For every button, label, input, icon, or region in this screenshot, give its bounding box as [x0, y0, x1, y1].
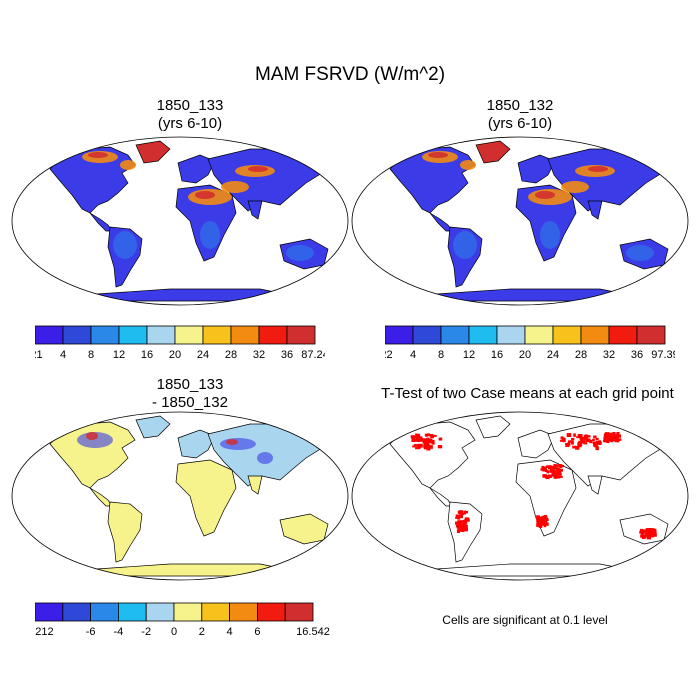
- colorbar-swatch: [201, 602, 231, 622]
- colorbar-tick-label: -4: [114, 626, 124, 638]
- colorbar-tick-label: 12: [113, 349, 125, 361]
- colorbar-tick-label: 16: [141, 349, 153, 361]
- colorbar-swatch: [468, 325, 498, 345]
- colorbar-tick-label: 4: [60, 349, 66, 361]
- colorbar-tick-label: 36: [281, 349, 293, 361]
- colorbar-tick-label: 12: [463, 349, 475, 361]
- colorbar-swatch: [62, 325, 92, 345]
- map-panel-1850-133: [11, 136, 349, 306]
- panel-4-title-line1: T-Test of two Case means at each grid po…: [381, 385, 674, 402]
- colorbar-swatch: [412, 325, 442, 345]
- colorbar-swatch: [118, 325, 148, 345]
- colorbar-swatch: [286, 325, 316, 345]
- panel-1-title: 1850_133 (yrs 6-10): [25, 97, 355, 133]
- colorbar-swatch: [258, 325, 288, 345]
- colorbar-swatch: [229, 602, 258, 622]
- panel-2-title-line2: (yrs 6-10): [487, 115, 553, 132]
- colorbar-tick-label: .22: [385, 349, 393, 361]
- panel-2-title: 1850_132 (yrs 6-10): [355, 97, 685, 133]
- colorbar-swatch: [90, 602, 119, 622]
- colorbar-tick-label: 24: [197, 349, 209, 361]
- colorbar-swatch: [256, 602, 286, 622]
- colorbar-tick-label: 24: [547, 349, 559, 361]
- colorbar-tick-label: 16: [491, 349, 503, 361]
- colorbar-tick-label: 8: [88, 349, 94, 361]
- colorbar-swatch: [284, 602, 314, 622]
- colorbar-tick-label: 16.542: [296, 626, 330, 638]
- colorbar-tick-label: 32: [603, 349, 615, 361]
- colorbar-tick-label: -6: [86, 626, 96, 638]
- panel-2-title-line1: 1850_132: [486, 97, 554, 114]
- colorbar-swatch: [35, 602, 64, 622]
- colorbar-swatch: [35, 325, 64, 345]
- colorbar-tick-label: 0: [171, 626, 177, 638]
- map-panel-ttest: [351, 411, 689, 581]
- map-panel-1850-132: [351, 136, 689, 306]
- figure-title: MAM FSRVD (W/m^2): [254, 64, 446, 85]
- colorbar-tick-label: .21: [35, 349, 43, 361]
- significance-footnote: Cells are significant at 0.1 level: [442, 613, 608, 627]
- colorbar-swatch: [174, 325, 204, 345]
- colorbar-tick-label: 28: [225, 349, 237, 361]
- colorbar-swatch: [440, 325, 470, 345]
- colorbar-tick-label: 4: [227, 626, 233, 638]
- panel-4-title: T-Test of two Case means at each grid po…: [355, 385, 700, 403]
- colorbar-swatch: [173, 602, 203, 622]
- colorbar-1850-133: .21 4 8 12 16 20 24 28 32 36 87.24: [35, 325, 325, 361]
- colorbar-swatch: [524, 325, 554, 345]
- colorbar-swatch: [118, 602, 147, 622]
- colorbar-swatch: [580, 325, 610, 345]
- colorbar-difference: -42.212 -6 -4 -2 0 2 4 6 16.542: [35, 602, 330, 638]
- colorbar-tick-label: 32: [253, 349, 265, 361]
- colorbar-swatch: [385, 325, 414, 345]
- colorbar-tick-label: -42.212: [35, 626, 54, 638]
- panel-3-title: 1850_133 - 1850_132: [25, 376, 355, 412]
- colorbar-1850-132: .22 4 8 12 16 20 24 28 32 36 97.39: [385, 325, 675, 361]
- colorbar-tick-label: 36: [631, 349, 643, 361]
- colorbar-tick-label: -2: [141, 626, 151, 638]
- colorbar-swatch: [636, 325, 666, 345]
- colorbar-swatch: [608, 325, 638, 345]
- colorbar-swatch: [146, 325, 176, 345]
- map-panel-difference: [11, 411, 349, 581]
- colorbar-tick-label: 6: [254, 626, 260, 638]
- colorbar-swatch: [230, 325, 260, 345]
- panel-3-title-line2: - 1850_132: [152, 394, 228, 411]
- colorbar-tick-label: 20: [169, 349, 181, 361]
- colorbar-tick-label: 2: [199, 626, 205, 638]
- colorbar-tick-label: 97.39: [651, 349, 675, 361]
- colorbar-swatch: [202, 325, 232, 345]
- panel-1-title-line1: 1850_133: [156, 97, 224, 114]
- panel-1-title-line2: (yrs 6-10): [157, 115, 223, 132]
- colorbar-tick-label: 8: [438, 349, 444, 361]
- colorbar-swatch: [145, 602, 175, 622]
- colorbar-tick-label: 28: [575, 349, 587, 361]
- colorbar-swatch: [90, 325, 120, 345]
- panel-3-title-line1: 1850_133: [156, 376, 224, 393]
- colorbar-tick-label: 4: [410, 349, 416, 361]
- colorbar-tick-label: 20: [519, 349, 531, 361]
- colorbar-swatch: [62, 602, 91, 622]
- colorbar-swatch: [496, 325, 526, 345]
- colorbar-swatch: [552, 325, 582, 345]
- colorbar-tick-label: 87.24: [301, 349, 325, 361]
